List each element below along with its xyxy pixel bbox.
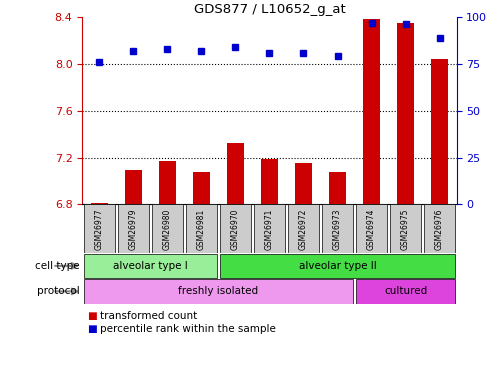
Text: GSM26981: GSM26981	[197, 208, 206, 249]
Bar	[118, 204, 149, 253]
Bar	[84, 279, 353, 304]
Text: GSM26980: GSM26980	[163, 208, 172, 250]
Text: GSM26979: GSM26979	[129, 208, 138, 250]
Text: alveolar type II: alveolar type II	[298, 261, 376, 271]
Bar	[220, 204, 250, 253]
Text: GSM26970: GSM26970	[231, 208, 240, 250]
Bar	[390, 204, 421, 253]
Bar	[159, 161, 176, 204]
Bar	[84, 254, 217, 278]
Bar	[125, 170, 142, 204]
Bar	[152, 204, 183, 253]
Bar	[431, 59, 448, 204]
Bar	[193, 171, 210, 204]
Text: cultured: cultured	[384, 286, 427, 296]
Text: GSM26974: GSM26974	[367, 208, 376, 250]
Bar	[295, 164, 312, 204]
Bar	[288, 204, 319, 253]
Bar	[356, 279, 455, 304]
Bar	[424, 204, 455, 253]
Bar	[186, 204, 217, 253]
Text: ■: ■	[87, 324, 97, 334]
Bar	[220, 254, 455, 278]
Title: GDS877 / L10652_g_at: GDS877 / L10652_g_at	[194, 3, 345, 16]
Text: cell type: cell type	[35, 261, 80, 271]
Text: alveolar type I: alveolar type I	[113, 261, 188, 271]
Bar	[363, 19, 380, 204]
Text: percentile rank within the sample: percentile rank within the sample	[100, 324, 275, 334]
Bar	[227, 143, 244, 204]
Bar	[84, 204, 115, 253]
Text: GSM26977: GSM26977	[95, 208, 104, 250]
Bar	[329, 171, 346, 204]
Text: GSM26972: GSM26972	[299, 208, 308, 250]
Text: transformed count: transformed count	[100, 311, 197, 321]
Bar	[397, 23, 414, 204]
Text: GSM26975: GSM26975	[401, 208, 410, 250]
Bar	[261, 159, 278, 204]
Text: GSM26976: GSM26976	[435, 208, 444, 250]
Bar	[91, 203, 108, 204]
Text: protocol: protocol	[37, 286, 80, 296]
Bar	[322, 204, 353, 253]
Bar	[356, 204, 387, 253]
Text: ■: ■	[87, 311, 97, 321]
Text: GSM26971: GSM26971	[265, 208, 274, 250]
Text: freshly isolated: freshly isolated	[178, 286, 258, 296]
Bar	[254, 204, 285, 253]
Text: GSM26973: GSM26973	[333, 208, 342, 250]
